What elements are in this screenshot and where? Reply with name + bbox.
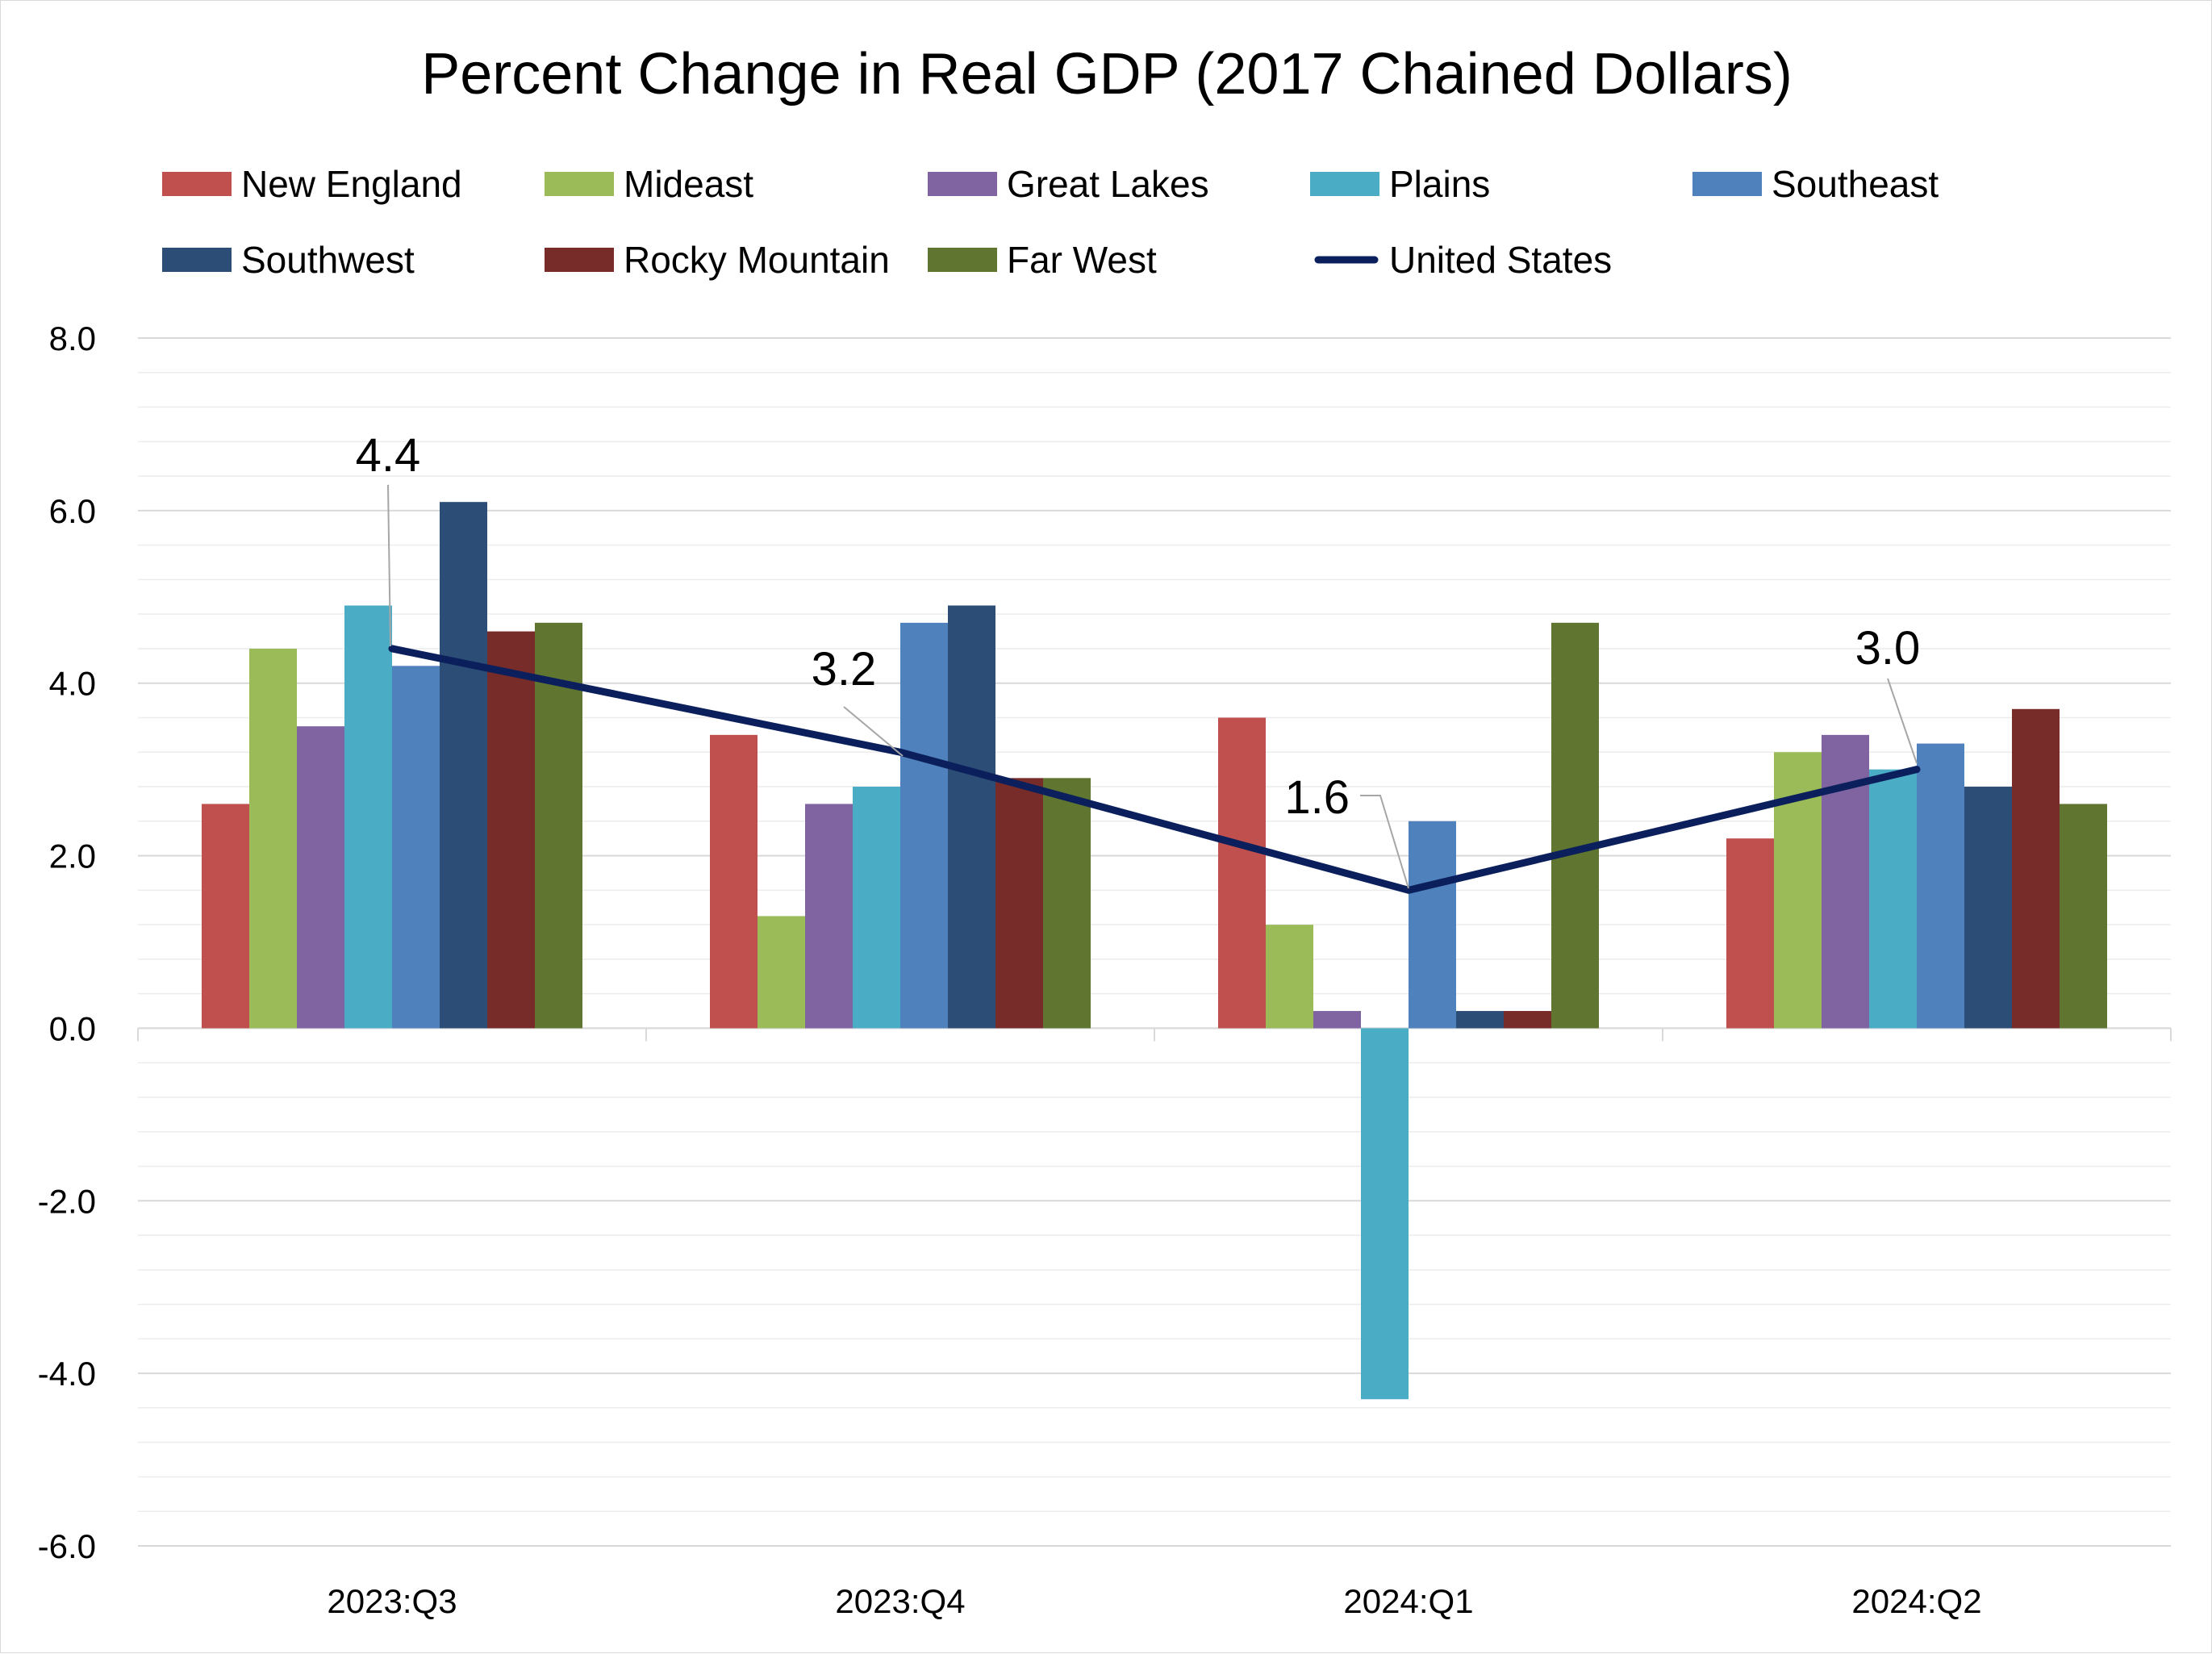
- legend-label-mideast: Mideast: [624, 163, 753, 205]
- legend-label-plains: Plains: [1389, 163, 1490, 205]
- x-tick-label: 2023:Q4: [835, 1582, 965, 1620]
- y-axis-ticks: 8.0 6.0 4.0 2.0 0.0 -2.0 -4.0 -6.0: [38, 320, 96, 1565]
- line-united-states: [388, 645, 1921, 894]
- us-data-label: 3.2: [812, 643, 877, 695]
- x-axis: 2023:Q3 2023:Q4 2024:Q1 2024:Q2: [137, 1027, 2172, 1620]
- bar-great-lakes: [805, 804, 853, 1029]
- bar-rocky-mountain: [487, 631, 535, 1029]
- y-tick-label: -2.0: [38, 1182, 96, 1220]
- chart-title: Percent Change in Real GDP (2017 Chained…: [421, 42, 1793, 107]
- y-tick-label: 4.0: [49, 665, 96, 703]
- bar-plains: [1361, 1028, 1409, 1400]
- legend-label-rocky-mountain: Rocky Mountain: [624, 239, 890, 281]
- bar-great-lakes: [297, 726, 344, 1029]
- legend-swatch-new-england: [162, 172, 232, 196]
- legend-label-southwest: Southwest: [241, 239, 415, 281]
- bar-southwest: [440, 502, 487, 1029]
- bar-southwest: [1456, 1011, 1504, 1029]
- bar-far-west: [1043, 778, 1091, 1029]
- us-line: [388, 645, 1921, 894]
- bar-plains: [1869, 769, 1917, 1029]
- bar-mideast: [249, 648, 297, 1029]
- us-data-labels: 4.4 3.2 1.6 3.0: [356, 429, 1921, 889]
- bar-far-west: [535, 622, 582, 1029]
- us-data-label: 1.6: [1284, 771, 1350, 824]
- bar-far-west: [2060, 804, 2107, 1029]
- legend-swatch-southeast: [1692, 172, 1762, 196]
- bar-new-england: [710, 734, 758, 1029]
- bar-plains: [853, 787, 900, 1029]
- legend-swatch-mideast: [545, 172, 614, 196]
- legend-label-great-lakes: Great Lakes: [1007, 163, 1209, 205]
- legend-swatch-rocky-mountain: [545, 248, 614, 272]
- us-data-label: 3.0: [1855, 622, 1921, 675]
- y-tick-label: 0.0: [49, 1009, 96, 1047]
- x-tick-label: 2023:Q3: [327, 1582, 457, 1620]
- y-tick-label: 6.0: [49, 492, 96, 530]
- data-label-leader: [1360, 795, 1409, 889]
- bar-mideast: [1266, 925, 1313, 1029]
- x-tick-label: 2024:Q1: [1343, 1582, 1473, 1620]
- bar-new-england: [1218, 717, 1266, 1029]
- bar-great-lakes: [1313, 1011, 1361, 1029]
- legend-swatch-southwest: [162, 248, 232, 272]
- y-tick-label: -6.0: [38, 1527, 96, 1565]
- bar-rocky-mountain: [2012, 708, 2060, 1029]
- bar-southwest: [948, 605, 995, 1029]
- bar-southwest: [1964, 787, 2012, 1029]
- bars: [202, 502, 2107, 1400]
- legend-swatch-far-west: [928, 248, 997, 272]
- bar-southeast: [900, 622, 948, 1029]
- legend-label-southeast: Southeast: [1772, 163, 1939, 205]
- legend: New England Mideast Great Lakes Plains South…: [162, 163, 1939, 281]
- legend-swatch-plains: [1310, 172, 1379, 196]
- bar-new-england: [202, 804, 249, 1029]
- bar-rocky-mountain: [995, 778, 1043, 1029]
- bar-far-west: [1551, 622, 1599, 1029]
- bar-southeast: [1917, 743, 1964, 1029]
- bar-southeast: [392, 666, 440, 1029]
- legend-label-new-england: New England: [241, 163, 462, 205]
- y-tick-label: -4.0: [38, 1355, 96, 1393]
- data-label-leader: [843, 706, 904, 757]
- y-tick-label: 2.0: [49, 837, 96, 875]
- legend-label-far-west: Far West: [1007, 239, 1157, 281]
- y-tick-label: 8.0: [49, 320, 96, 357]
- data-label-leader: [387, 484, 391, 647]
- bar-new-england: [1726, 838, 1774, 1029]
- bar-rocky-mountain: [1504, 1011, 1551, 1029]
- us-data-label: 4.4: [356, 429, 421, 482]
- bar-plains: [344, 605, 392, 1029]
- x-tick-label: 2024:Q2: [1851, 1582, 1981, 1620]
- bar-mideast: [758, 916, 805, 1029]
- legend-swatch-great-lakes: [928, 172, 997, 196]
- data-label-leader: [1887, 678, 1918, 764]
- legend-label-united-states: United States: [1389, 239, 1612, 281]
- bar-southeast: [1409, 821, 1456, 1029]
